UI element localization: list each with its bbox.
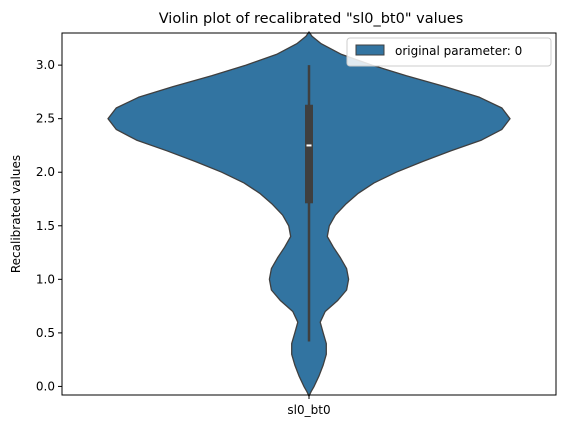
y-tick-label: 1.5 <box>36 219 55 233</box>
y-axis-ticks: 0.0 0.5 1.0 1.5 2.0 2.5 3.0 <box>36 58 62 393</box>
box-layer <box>305 65 313 342</box>
legend-swatch <box>355 44 385 56</box>
y-tick-label: 1.0 <box>36 272 55 286</box>
y-tick-label: 0.0 <box>36 379 55 393</box>
y-tick-label: 3.0 <box>36 58 55 72</box>
legend-frame <box>346 37 552 67</box>
median-marker <box>306 144 312 147</box>
x-axis-ticks: sl0_bt0 <box>287 395 331 417</box>
chart-title: Violin plot of recalibrated "sl0_bt0" va… <box>159 11 464 27</box>
y-tick-label: 2.0 <box>36 165 55 179</box>
legend: original parameter: 0 <box>346 37 552 67</box>
y-axis-label: Recalibrated values <box>9 155 23 273</box>
y-tick-label: 0.5 <box>36 326 55 340</box>
iqr-box <box>305 104 313 204</box>
y-tick-label: 2.5 <box>36 112 55 126</box>
x-tick-label: sl0_bt0 <box>287 403 330 417</box>
legend-label: original parameter: 0 <box>395 44 522 58</box>
